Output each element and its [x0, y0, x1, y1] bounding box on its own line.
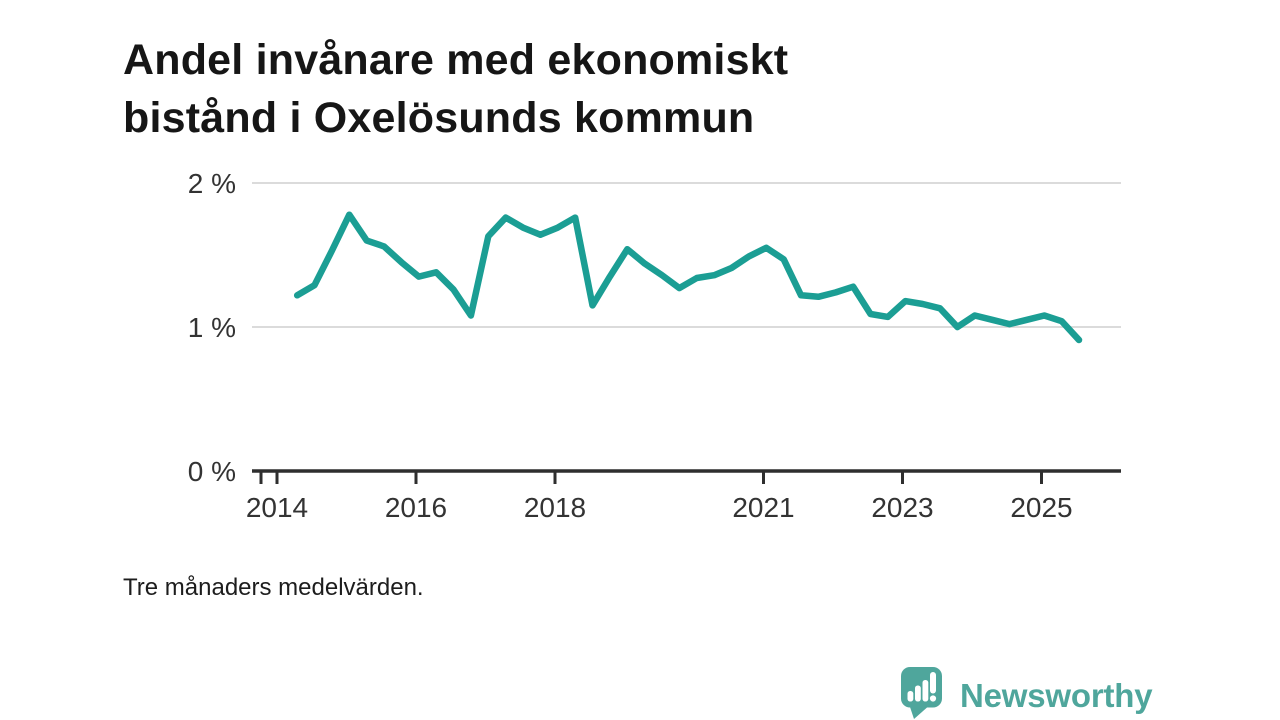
x-axis-label-2018: 2018: [524, 492, 586, 523]
logo-bar-2: [915, 685, 921, 702]
logo-bar-3: [922, 680, 929, 702]
newsworthy-wordmark: Newsworthy: [960, 677, 1153, 714]
newsworthy-brand: Newsworthy: [901, 664, 1153, 720]
y-axis-label-1: 1 %: [188, 312, 236, 343]
logo-exclamation-dot: [929, 695, 937, 702]
data-line-andel-inv-nare-med-ekonomiskt-bist-nd: [293, 211, 1083, 344]
page-title-line2: bistånd i Oxelösunds kommun: [123, 93, 755, 142]
y-axis-label-2: 2 %: [188, 168, 236, 199]
speech-bubble-tail: [909, 704, 931, 719]
x-axis-label-2023: 2023: [871, 492, 933, 523]
x-axis-label-2016: 2016: [385, 492, 447, 523]
page-title-line1: Andel invånare med ekonomiskt: [123, 35, 789, 84]
page-title: Andel invånare med ekonomiskt bistånd i …: [123, 31, 788, 147]
logo-exclamation-bar: [930, 672, 936, 694]
chart-footnote: Tre månaders medelvärden.: [123, 574, 424, 601]
x-axis-label-2014: 2014: [246, 492, 308, 523]
logo-bar-1: [907, 691, 914, 702]
y-axis-label-0: 0 %: [188, 456, 236, 487]
x-axis-label-2021: 2021: [732, 492, 794, 523]
newsworthy-logo-icon: [901, 667, 942, 719]
x-axis-label-2025: 2025: [1010, 492, 1072, 523]
